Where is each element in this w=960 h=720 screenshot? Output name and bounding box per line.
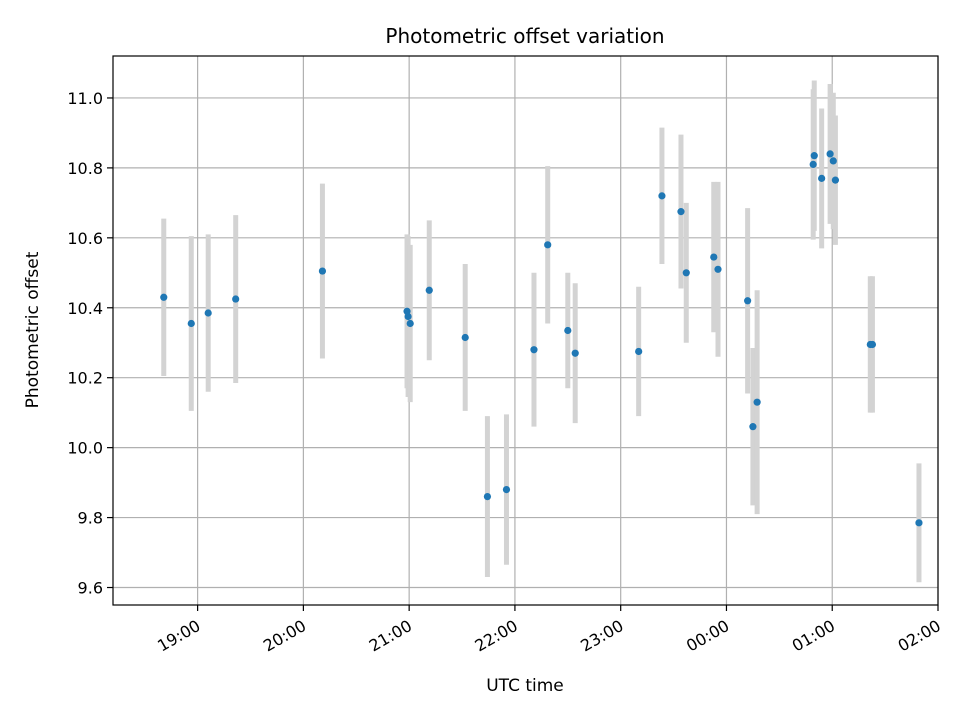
data-point [710,253,718,261]
data-point [544,241,552,249]
data-point [809,160,817,169]
data-point [829,157,837,165]
data-point [749,423,757,431]
data-point [160,293,168,301]
chart-title: Photometric offset variation [385,24,664,48]
data-point [571,349,579,357]
data-point [483,492,492,501]
y-tick-label: 9.6 [78,579,103,598]
data-point [682,269,690,277]
data-point [404,312,412,321]
y-axis-label: Photometric offset [23,251,43,408]
data-point [826,150,834,158]
plot-frame [112,55,939,606]
y-tick-label: 9.8 [78,509,103,528]
data-point [502,486,511,494]
data-point [187,319,195,328]
data-point [744,297,752,305]
data-point [425,286,433,294]
data-point [714,265,722,273]
data-points [160,150,923,527]
y-tick-label: 10.0 [67,439,103,458]
data-point [915,519,923,527]
y-tick-label: 11.0 [67,89,103,108]
data-point [406,319,414,328]
y-axis-ticks: 9.6 9.8 10.0 10.2 10.4 10.6 10.8 11.0 [67,89,113,598]
y-tick-label: 10.4 [67,299,103,318]
y-tick-label: 10.6 [67,229,103,248]
data-point [810,152,818,160]
data-point [461,333,469,342]
data-point [204,309,212,317]
data-point [658,192,666,200]
data-point [677,208,685,216]
data-point [753,398,761,406]
x-axis-label: UTC time [486,676,564,696]
data-point [831,176,840,184]
y-tick-label: 10.2 [67,369,103,388]
data-point [868,340,877,349]
data-point [232,295,240,303]
y-tick-label: 10.8 [67,159,103,178]
data-point [530,346,538,354]
data-point [318,267,327,275]
data-point [635,347,643,356]
data-point [564,326,572,335]
data-point [818,174,826,182]
